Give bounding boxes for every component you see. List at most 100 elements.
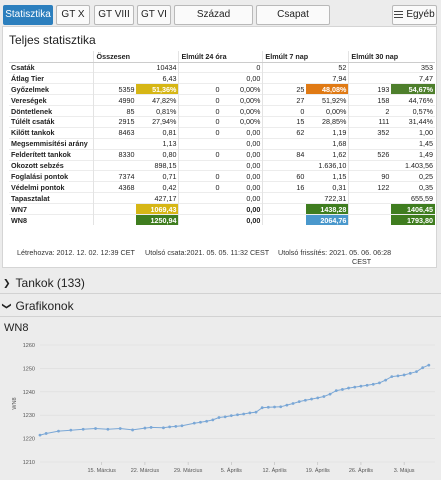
last-update-tz: CEST <box>352 257 372 266</box>
wn8-data-point <box>81 427 85 431</box>
month-value-cell: 1,45 <box>391 137 435 150</box>
wn8-data-point <box>44 432 48 435</box>
week-value-cell: 1,62 <box>306 148 349 161</box>
wn8-data-point <box>408 371 412 375</box>
row-label: Döntetlenek <box>9 105 94 117</box>
month-count-cell: 526 <box>348 148 392 161</box>
tab-clan-statistics[interactable]: Század statisztika <box>174 5 253 38</box>
total-count-cell: 2915 <box>93 115 137 128</box>
week-value-cell: 1,15 <box>306 170 349 182</box>
wn8-data-point <box>378 381 381 385</box>
total-value-cell: 0,80 <box>136 148 179 161</box>
day-value-cell: 0,00 <box>221 159 263 171</box>
chevron-right-icon: ❯ <box>3 278 11 288</box>
wn8-data-point <box>341 388 344 391</box>
day-count-cell: 0 <box>178 105 222 117</box>
wn8-data-point <box>266 405 270 409</box>
wn8-data-point <box>205 419 209 423</box>
total-value-cell: 0,81 <box>136 126 179 139</box>
total-value-cell: 0,81% <box>136 105 179 117</box>
y-tick-label: 1230 <box>23 413 35 419</box>
day-value-cell: 0,00 <box>221 181 263 193</box>
day-value-cell: 0,00 <box>221 213 263 226</box>
charts-section-header[interactable]: ❯ Grafikonok <box>0 295 441 317</box>
week-value-cell: 1.636,10 <box>306 159 349 171</box>
y-tick-label: 1220 <box>23 437 35 443</box>
tab-more-dropdown[interactable]: Egyéb <box>392 5 437 34</box>
day-value-cell: 0,00 <box>221 170 263 182</box>
month-value-cell: 54,67% <box>391 83 435 95</box>
wn8-data-point <box>57 429 60 433</box>
total-count-cell: 8330 <box>93 148 137 161</box>
total-value-cell: 27,94% <box>136 115 179 128</box>
day-value-cell: 0,00% <box>221 94 263 106</box>
total-count-cell <box>93 159 137 171</box>
stats-body: Csaták 10434 0 52 353 Átlag Tier 6,43 0,00 7,94 7… <box>9 61 435 226</box>
week-count-cell <box>262 72 307 84</box>
total-count-cell: 5359 <box>93 83 137 95</box>
total-count-cell: 4990 <box>93 94 137 106</box>
row-label: Vereségek <box>9 94 94 106</box>
day-value-cell: 0,00 <box>221 72 263 84</box>
total-value-cell: 427,17 <box>136 192 179 204</box>
x-tick-label: 15. Március <box>88 468 117 474</box>
wn8-data-point <box>273 405 276 409</box>
tab-team-statistics[interactable]: Csapat statisztika <box>256 5 330 38</box>
row-label: Kilőtt tankok <box>9 126 94 139</box>
wn8-data-point <box>149 425 153 429</box>
tab-gt-viii[interactable]: GT VIII <box>94 5 134 25</box>
day-count-cell: 0 <box>178 148 222 161</box>
tab-bar: Statisztika GT X GT VIII GT VI Század st… <box>0 0 441 38</box>
header-30d: Elmúlt 30 nap <box>348 51 435 63</box>
wn8-data-point <box>69 428 73 432</box>
wn8-data-point <box>131 428 134 432</box>
week-count-cell <box>262 159 307 171</box>
month-count-cell <box>348 72 392 84</box>
x-tick-label: 26. Április <box>349 467 373 474</box>
wn8-data-point <box>143 426 147 430</box>
wn8-data-point <box>291 402 295 405</box>
row-label: Foglalási pontok <box>9 170 94 182</box>
week-value-cell: 52 <box>306 61 349 73</box>
tab-gt-x[interactable]: GT X <box>56 5 90 25</box>
total-count-cell <box>93 213 137 226</box>
month-value-cell: 1,00 <box>391 126 435 139</box>
week-value-cell: 0,31 <box>306 181 349 193</box>
table-row: Foglalási pontok 7374 0,71 0 0,00 60 1,15 90 0,2… <box>9 170 435 182</box>
day-value-cell: 0,00 <box>221 126 263 139</box>
wn8-data-point <box>229 414 233 418</box>
tab-statistics[interactable]: Statisztika <box>3 5 53 25</box>
total-value-cell: 0,42 <box>136 181 179 193</box>
x-tick-label: 5. Április <box>221 467 242 474</box>
y-tick-label: 1210 <box>23 460 35 466</box>
wn8-data-point <box>223 415 227 419</box>
day-value-cell: 0,00 <box>221 148 263 161</box>
wn8-data-point <box>279 405 283 409</box>
row-label: Tapasztalat <box>9 192 94 204</box>
chart-title: WN8 <box>4 322 29 334</box>
total-count-cell <box>93 192 137 204</box>
week-count-cell: 62 <box>262 126 307 139</box>
day-count-cell: 0 <box>178 94 222 106</box>
total-value-cell: 51,36% <box>136 83 179 95</box>
wn8-data-point <box>427 363 431 367</box>
wn8-data-point <box>118 427 122 430</box>
total-value-cell: 1,13 <box>136 137 179 150</box>
week-count-cell <box>262 61 307 73</box>
wn8-chart: 1210 1220 1230 1240 1250 1260 15. Március 22. M… <box>12 343 435 474</box>
month-count-cell: 158 <box>348 94 392 106</box>
table-row: Döntetlenek 85 0,81% 0 0,00% 0 0,00% 2 0,57% <box>9 105 435 117</box>
table-row: Megsemmisítési arány 1,13 0,00 1,68 1,45 <box>9 137 435 150</box>
month-value-cell: 7,47 <box>391 72 435 84</box>
tanks-section-header[interactable]: ❯ Tankok (133) <box>0 272 441 294</box>
month-count-cell: 352 <box>348 126 392 139</box>
wn8-data-point <box>347 386 350 390</box>
panel-title: Teljes statisztika <box>9 33 96 47</box>
x-tick-label: 29. Március <box>174 468 203 474</box>
table-row: WN7 1069,43 0,00 1438,28 1406,45 <box>9 203 435 215</box>
last-update: Utolsó frissítés: 2021. 05. 06. 06:28 <box>278 248 392 257</box>
tab-gt-vi[interactable]: GT VI <box>137 5 171 25</box>
row-label: Védelmi pontok <box>9 181 94 193</box>
total-count-cell <box>93 137 137 150</box>
month-count-cell <box>348 137 392 150</box>
